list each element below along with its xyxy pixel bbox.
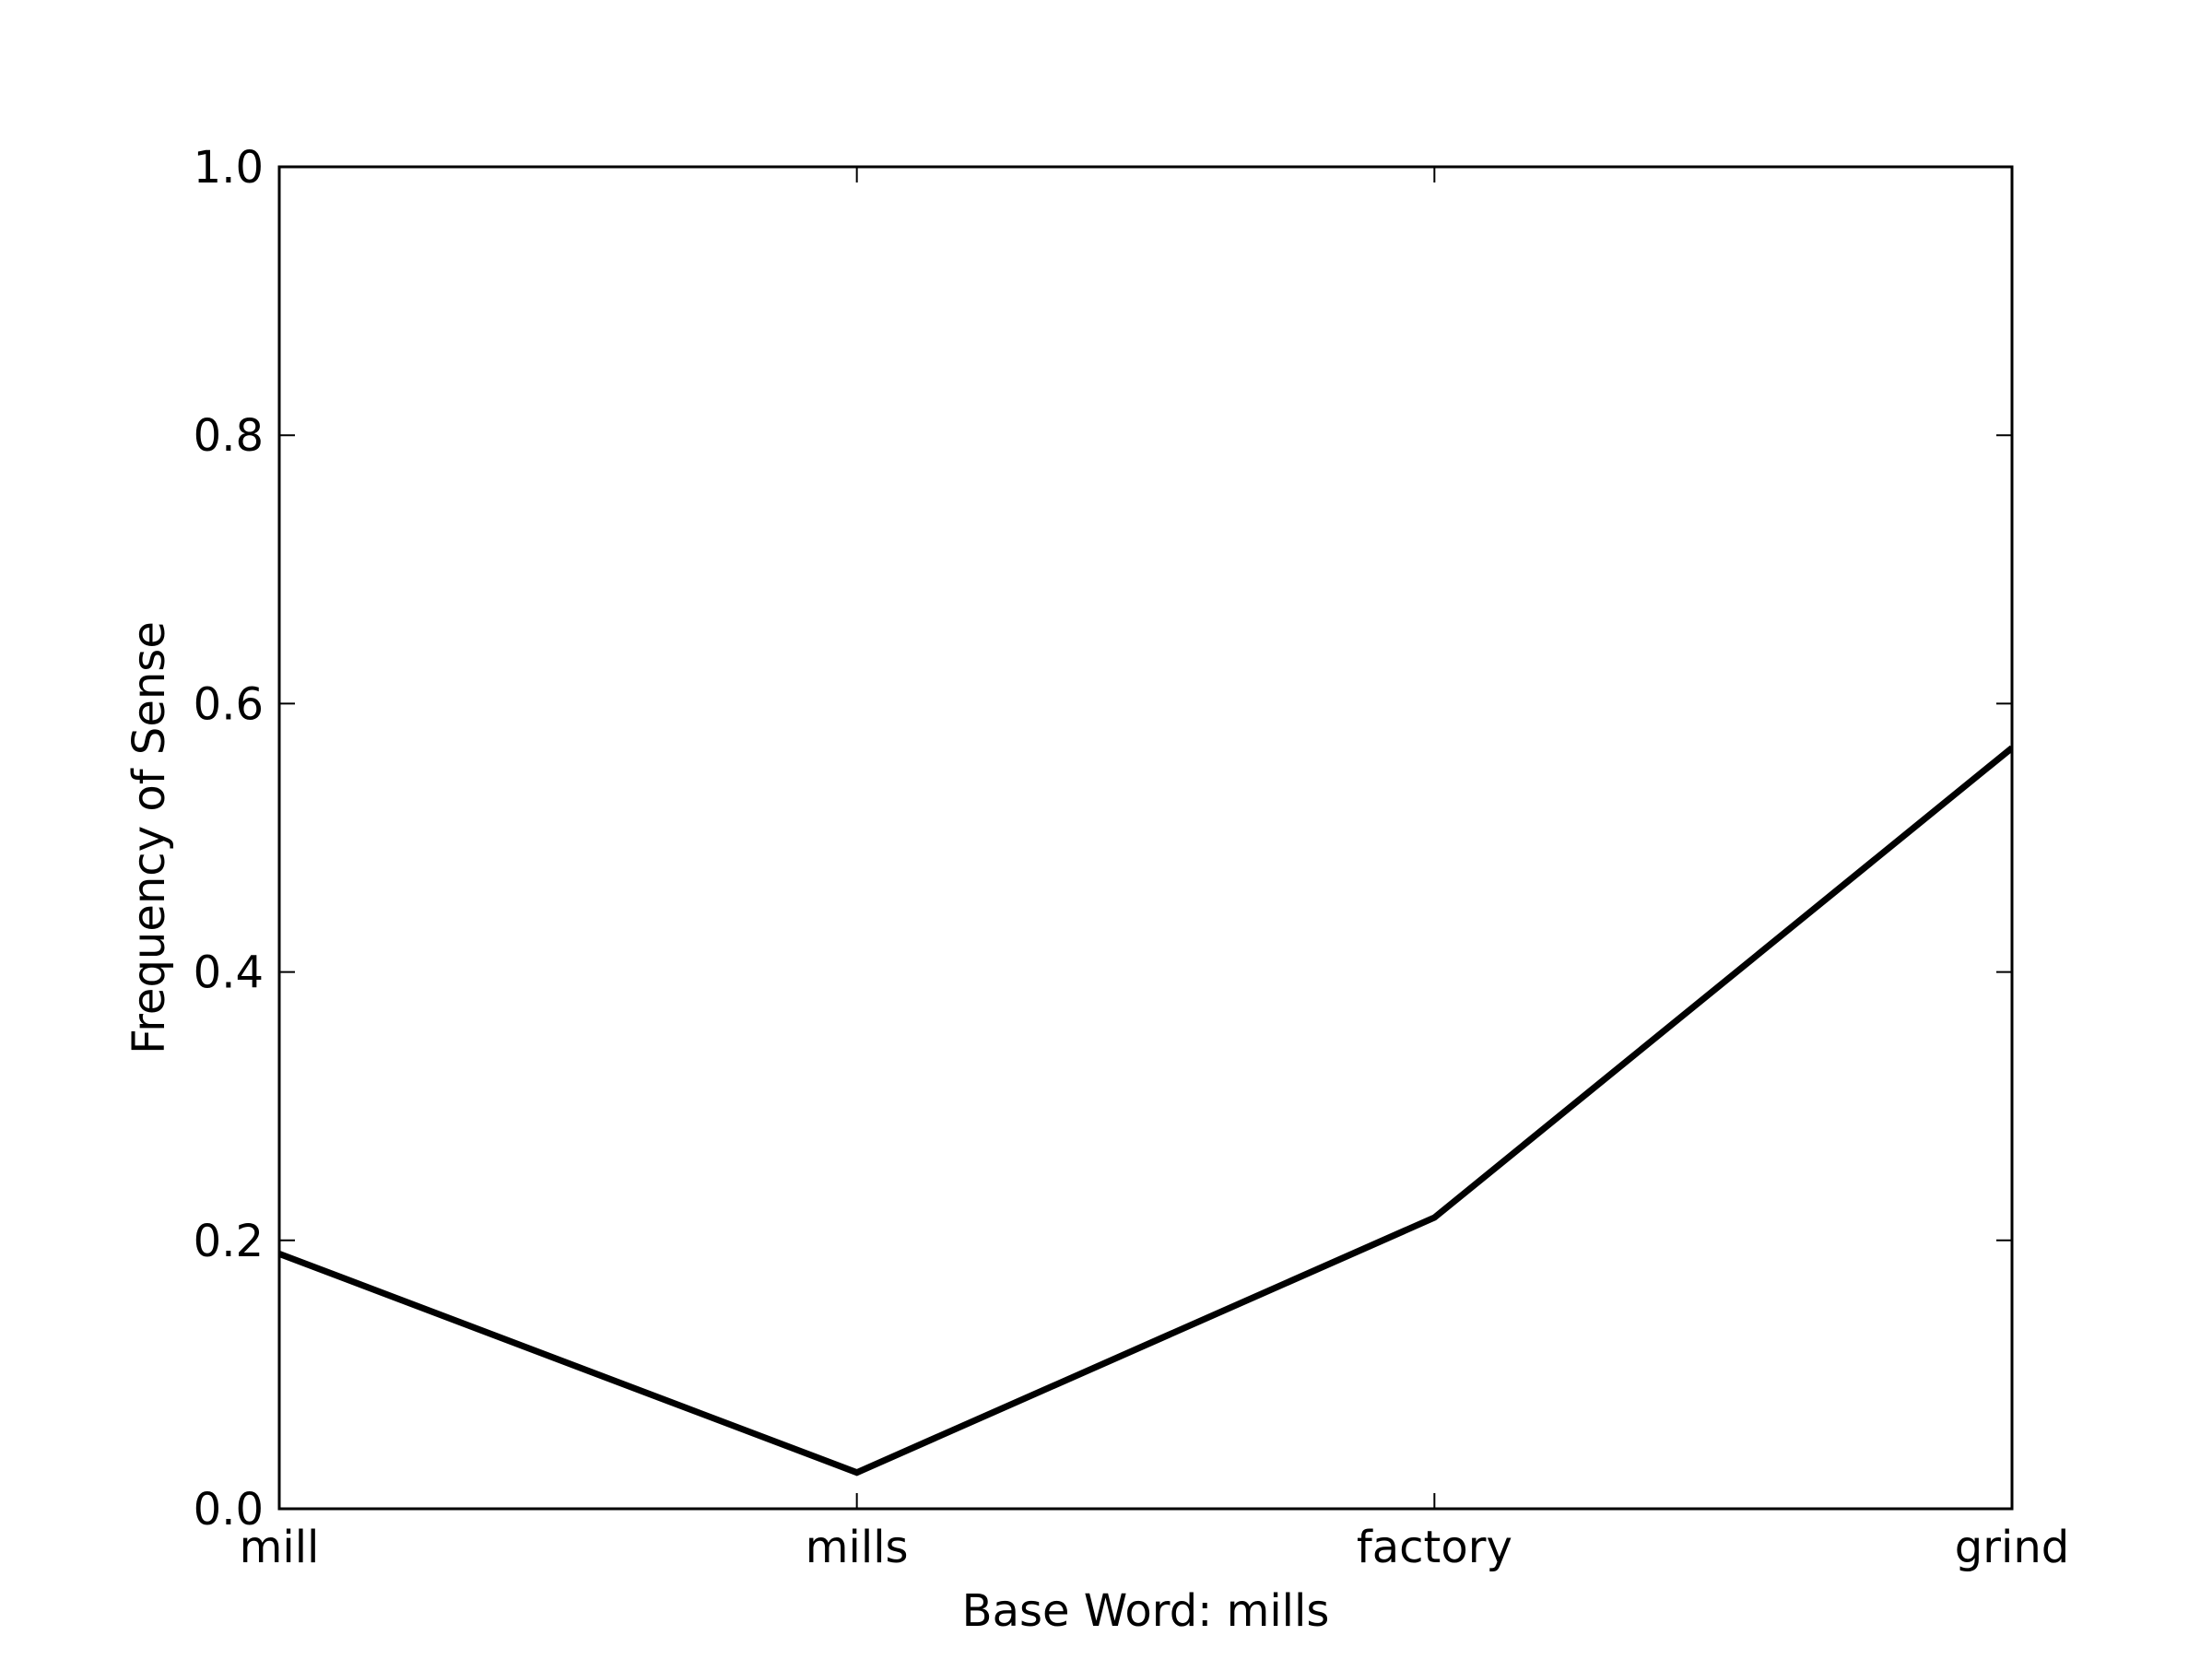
x-axis-label: Base Word: mills — [962, 1585, 1330, 1637]
x-tick-label-mill: mill — [240, 1522, 320, 1573]
series-line-0 — [279, 745, 2012, 1477]
plot-area: 0.0 0.2 0.4 0.6 0.8 1.0 mill mills factory grind — [194, 142, 2070, 1573]
y-tick-label-0.8: 0.8 — [194, 410, 264, 462]
y-tick-label-0.0: 0.0 — [194, 1484, 264, 1535]
plot-frame — [277, 165, 2014, 1511]
y-tick-label-0.4: 0.4 — [194, 947, 264, 999]
x-tick-label-grind: grind — [1955, 1522, 2069, 1573]
y-tick-label-1.0: 1.0 — [194, 142, 264, 194]
x-tick-label-factory: factory — [1357, 1522, 1512, 1573]
y-tick-label-0.2: 0.2 — [194, 1216, 264, 1267]
y-axis-label: Frequency of Sense — [124, 621, 175, 1054]
x-tick-label-mills: mills — [806, 1522, 909, 1573]
y-tick-label-0.6: 0.6 — [194, 678, 264, 730]
